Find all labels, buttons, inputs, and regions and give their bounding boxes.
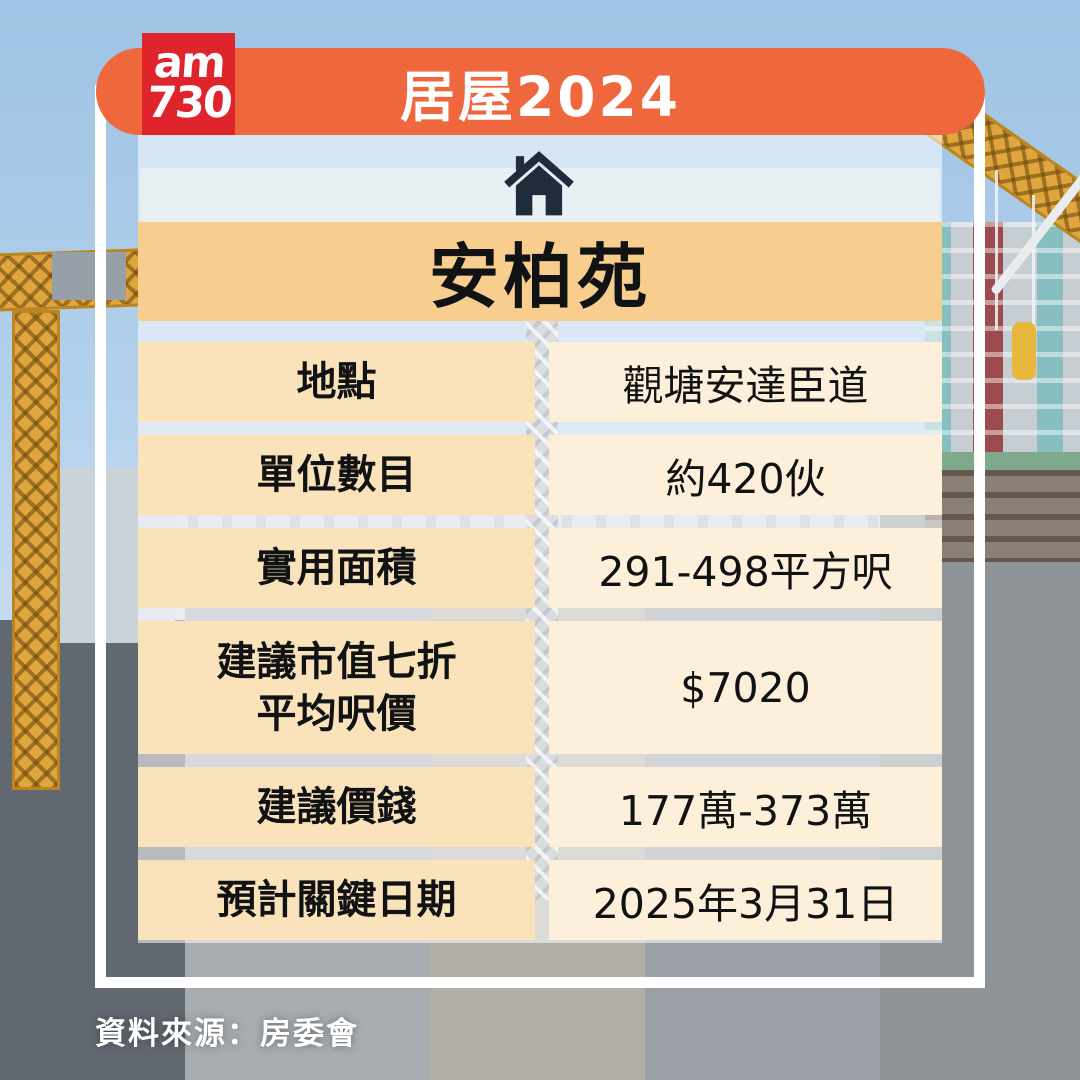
table-row: 單位數目 約420伙 xyxy=(138,435,942,515)
table-row: 預計關鍵日期 2025年3月31日 xyxy=(138,860,942,940)
estate-title-band: 安柏苑 xyxy=(138,222,942,321)
page-title: 居屋2024 xyxy=(399,64,682,129)
crane-counterweight xyxy=(52,252,126,300)
table-row: 實用面積 291-498平方呎 xyxy=(138,528,942,608)
home-icon xyxy=(500,146,578,222)
row-label: 地點 xyxy=(138,342,535,422)
crane-hook xyxy=(1012,322,1036,380)
crane-mast-left xyxy=(12,310,60,790)
row-value: 177萬-373萬 xyxy=(549,767,942,847)
header-bar: 居屋2024 xyxy=(96,48,985,135)
row-label: 單位數目 xyxy=(138,435,535,515)
data-source-note: 資料來源：房委會 xyxy=(95,1016,359,1052)
row-value: 約420伙 xyxy=(549,435,942,515)
table-row: 地點 觀塘安達臣道 xyxy=(138,342,942,422)
crane-cable xyxy=(995,170,998,330)
row-value: $7020 xyxy=(549,621,942,754)
table-row: 建議價錢 177萬-373萬 xyxy=(138,767,942,847)
info-table: 地點 觀塘安達臣道 單位數目 約420伙 實用面積 291-498平方呎 建議市… xyxy=(138,342,942,940)
row-label: 實用面積 xyxy=(138,528,535,608)
table-row: 建議市值七折 平均呎價 $7020 xyxy=(138,621,942,754)
row-label: 建議價錢 xyxy=(138,767,535,847)
building-colorful-facade xyxy=(925,222,1080,472)
row-value: 2025年3月31日 xyxy=(549,860,942,940)
row-label: 建議市值七折 平均呎價 xyxy=(138,621,535,754)
am730-logo: am 730 xyxy=(142,33,235,135)
estate-title: 安柏苑 xyxy=(429,236,651,318)
crane-cable xyxy=(1032,195,1035,335)
row-value: 觀塘安達臣道 xyxy=(549,342,942,422)
am730-logo-line2: 730 xyxy=(144,78,233,128)
row-label: 預計關鍵日期 xyxy=(138,860,535,940)
row-value: 291-498平方呎 xyxy=(549,528,942,608)
construction-scaffold xyxy=(925,470,1080,562)
